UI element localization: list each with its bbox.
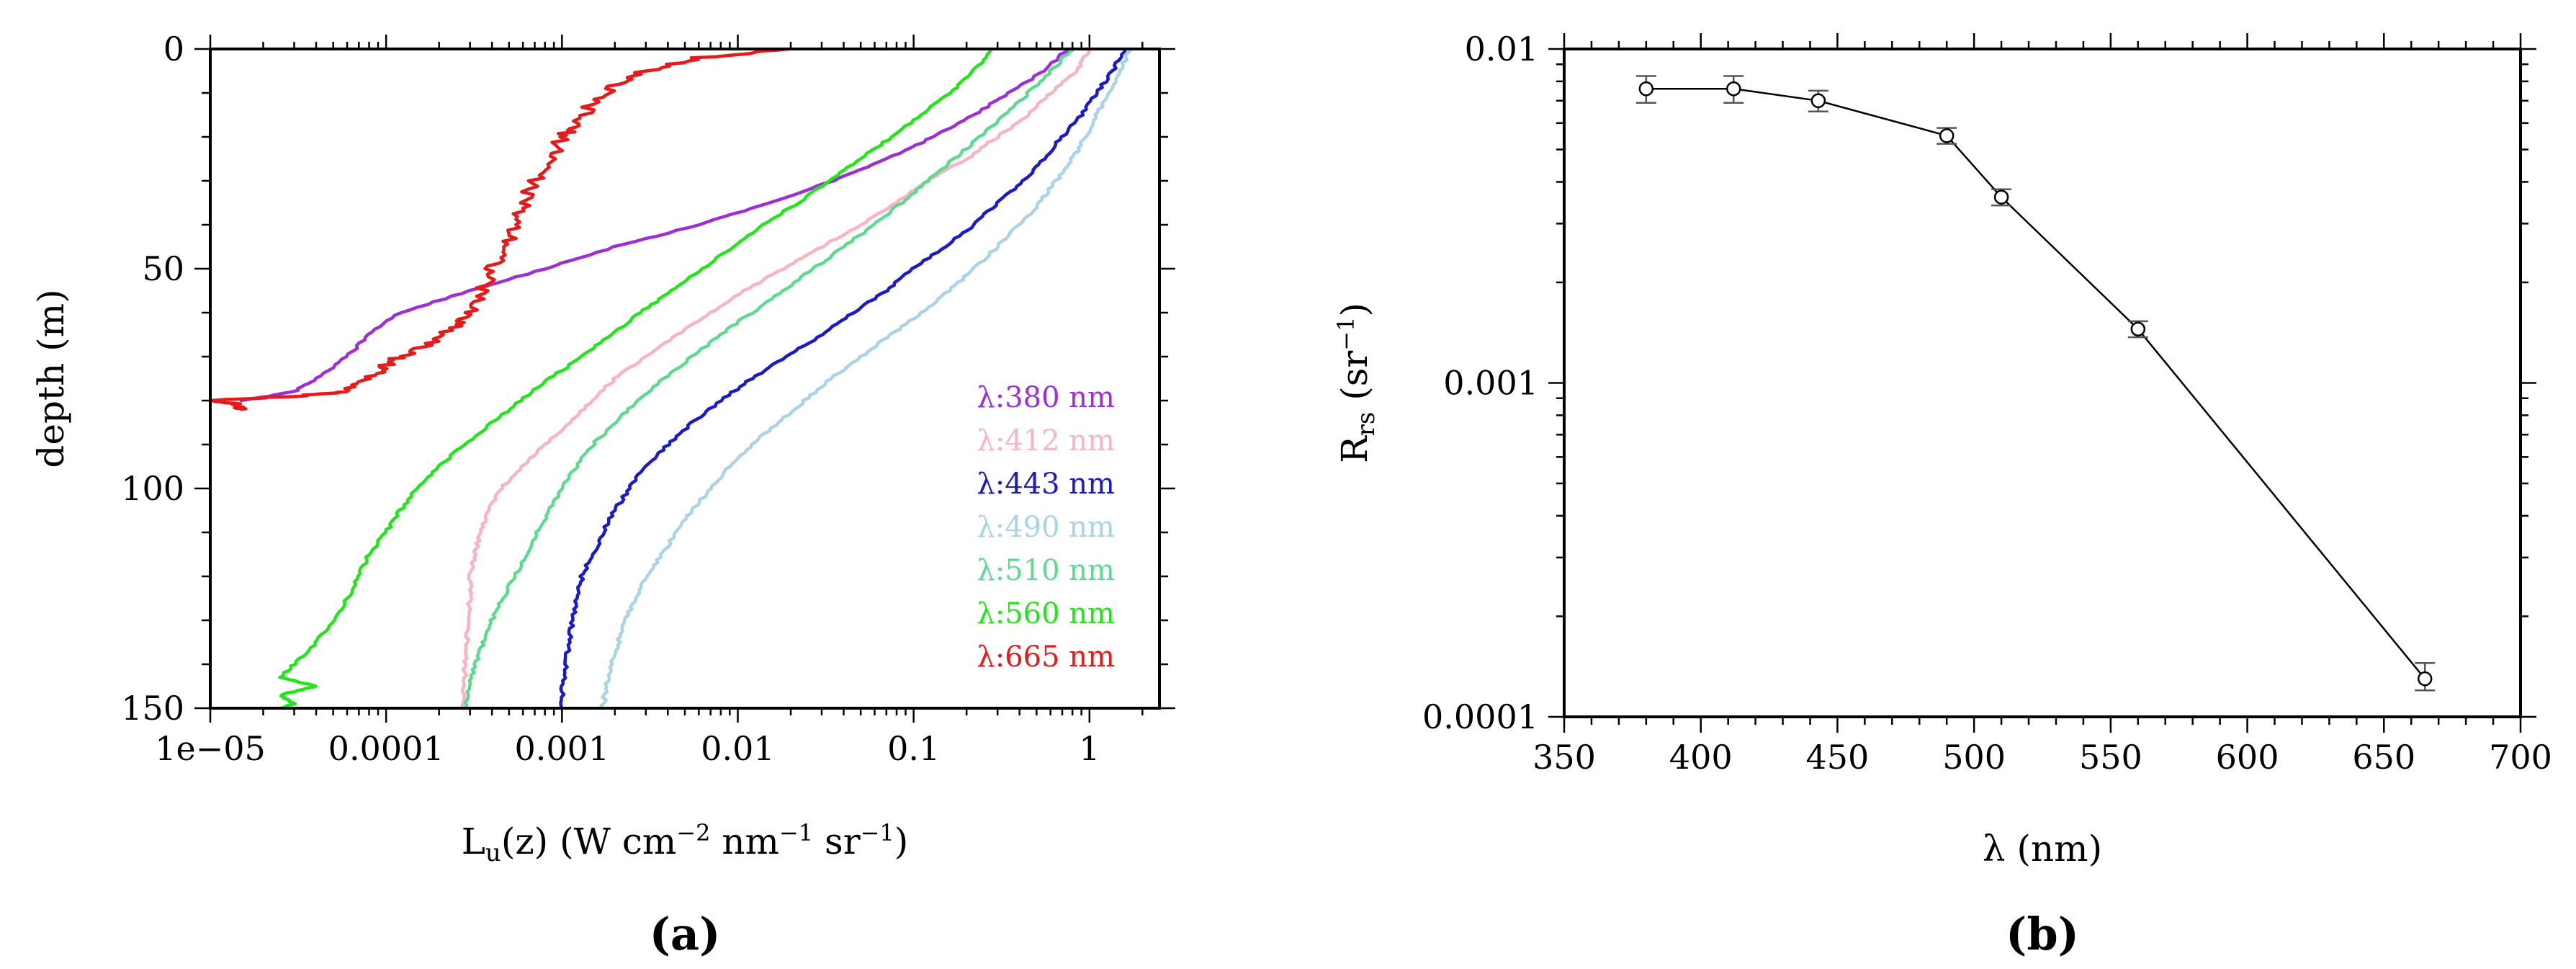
profile-line-412nm <box>460 49 1091 710</box>
y-label-part: −1 <box>1332 317 1360 351</box>
legend-entry: λ:412 nm <box>977 424 1115 457</box>
x-tick-label: 0.0001 <box>328 729 444 768</box>
panel-b-ticks: 350 400 450 500 550 600 650 700 0.0001 0.001 0.01 <box>1422 30 2552 777</box>
y-tick-label: 0.001 <box>1443 364 1538 403</box>
x-label-part: sr <box>813 821 861 862</box>
legend-entry: λ:560 nm <box>977 597 1115 630</box>
profile-line-380nm <box>239 49 1071 403</box>
profile-line-443nm <box>559 49 1127 710</box>
x-label-part: −2 <box>676 819 710 847</box>
data-point <box>2130 321 2146 336</box>
y-tick-label: 0 <box>163 30 184 68</box>
x-label-part: nm <box>710 821 779 862</box>
x-tick-label: 0.1 <box>887 729 940 768</box>
y-tick-label: 50 <box>142 249 184 288</box>
profile-line-510nm <box>463 49 1076 710</box>
x-label-part: −1 <box>861 819 894 847</box>
legend-entry: λ:490 nm <box>977 511 1115 544</box>
x-tick-label: 700 <box>2489 738 2552 777</box>
profile-line-560nm <box>278 49 992 710</box>
x-tick-label: 500 <box>1942 738 2006 777</box>
profile-line-490nm <box>599 49 1132 710</box>
profile-line-665nm <box>209 49 789 411</box>
y-label-part: rs <box>1352 412 1381 437</box>
panel-b-y-axis-label: Rrs (sr−1) <box>1332 303 1381 463</box>
panel-b-label: (b) <box>2006 908 2079 960</box>
legend-entry: λ:510 nm <box>977 554 1115 587</box>
panel-a-y-axis-label: depth (m) <box>30 289 72 468</box>
panel-b-plot-frame <box>1563 48 2522 718</box>
x-tick-label: 550 <box>2079 738 2142 777</box>
panel-a-x-axis-label: Lu(z) (W cm−2 nm−1 sr−1) <box>462 819 909 867</box>
x-label-part: ) <box>894 821 909 862</box>
panel-b-series-group <box>1635 75 2436 692</box>
x-label-part: L <box>462 821 485 862</box>
data-point <box>1939 128 1955 143</box>
x-tick-label: 400 <box>1669 738 1733 777</box>
legend-entry: λ:665 nm <box>977 640 1115 674</box>
x-tick-label: 0.01 <box>701 729 774 768</box>
panel-b: 350 400 450 500 550 600 650 7000.00010.0010.01 … <box>1332 30 2552 960</box>
x-label-part: (z) (W cm <box>501 821 676 862</box>
x-tick-label: 1e−05 <box>155 729 266 768</box>
x-tick-label: 350 <box>1532 738 1596 777</box>
x-label-part: −1 <box>779 819 813 847</box>
panel-a-label: (a) <box>650 908 721 960</box>
panel-a-ticks: 1e−05 0.0001 0.001 0.01 0.1 1 0 50 100 150 <box>121 30 1175 768</box>
data-point <box>1993 189 2009 205</box>
panel-b-x-axis-label: λ (nm) <box>1983 828 2102 870</box>
legend-entry: λ:380 nm <box>977 381 1115 414</box>
data-point <box>1725 81 1741 97</box>
data-point <box>1638 81 1654 97</box>
x-tick-label: 1 <box>1079 729 1100 768</box>
panel-a: 1e−05 0.0001 0.001 0.01 0.1 1 0 50 100 150 λ:380 … <box>30 30 1175 960</box>
y-tick-label: 0.01 <box>1465 30 1538 68</box>
y-tick-label: 100 <box>121 469 184 508</box>
x-tick-label: 600 <box>2216 738 2279 777</box>
legend-entry: λ:443 nm <box>977 468 1115 501</box>
rrs-series-line <box>1646 87 2426 679</box>
x-tick-label: 650 <box>2352 738 2415 777</box>
y-label-part: R <box>1334 435 1375 463</box>
x-tick-label: 0.001 <box>514 729 609 768</box>
x-label-part: u <box>485 839 501 867</box>
panel-a-series-group <box>209 49 1132 710</box>
data-point <box>2417 671 2433 687</box>
data-point <box>1810 93 1826 109</box>
y-tick-label: 150 <box>121 689 184 728</box>
y-label-part: ) <box>1334 303 1375 317</box>
y-label-part: (sr <box>1334 351 1375 412</box>
y-tick-label: 0.0001 <box>1422 697 1538 736</box>
x-tick-label: 450 <box>1806 738 1870 777</box>
panel-a-legend: λ:380 nm λ:412 nm λ:443 nm λ:490 nm λ:510 nm… <box>977 381 1115 674</box>
